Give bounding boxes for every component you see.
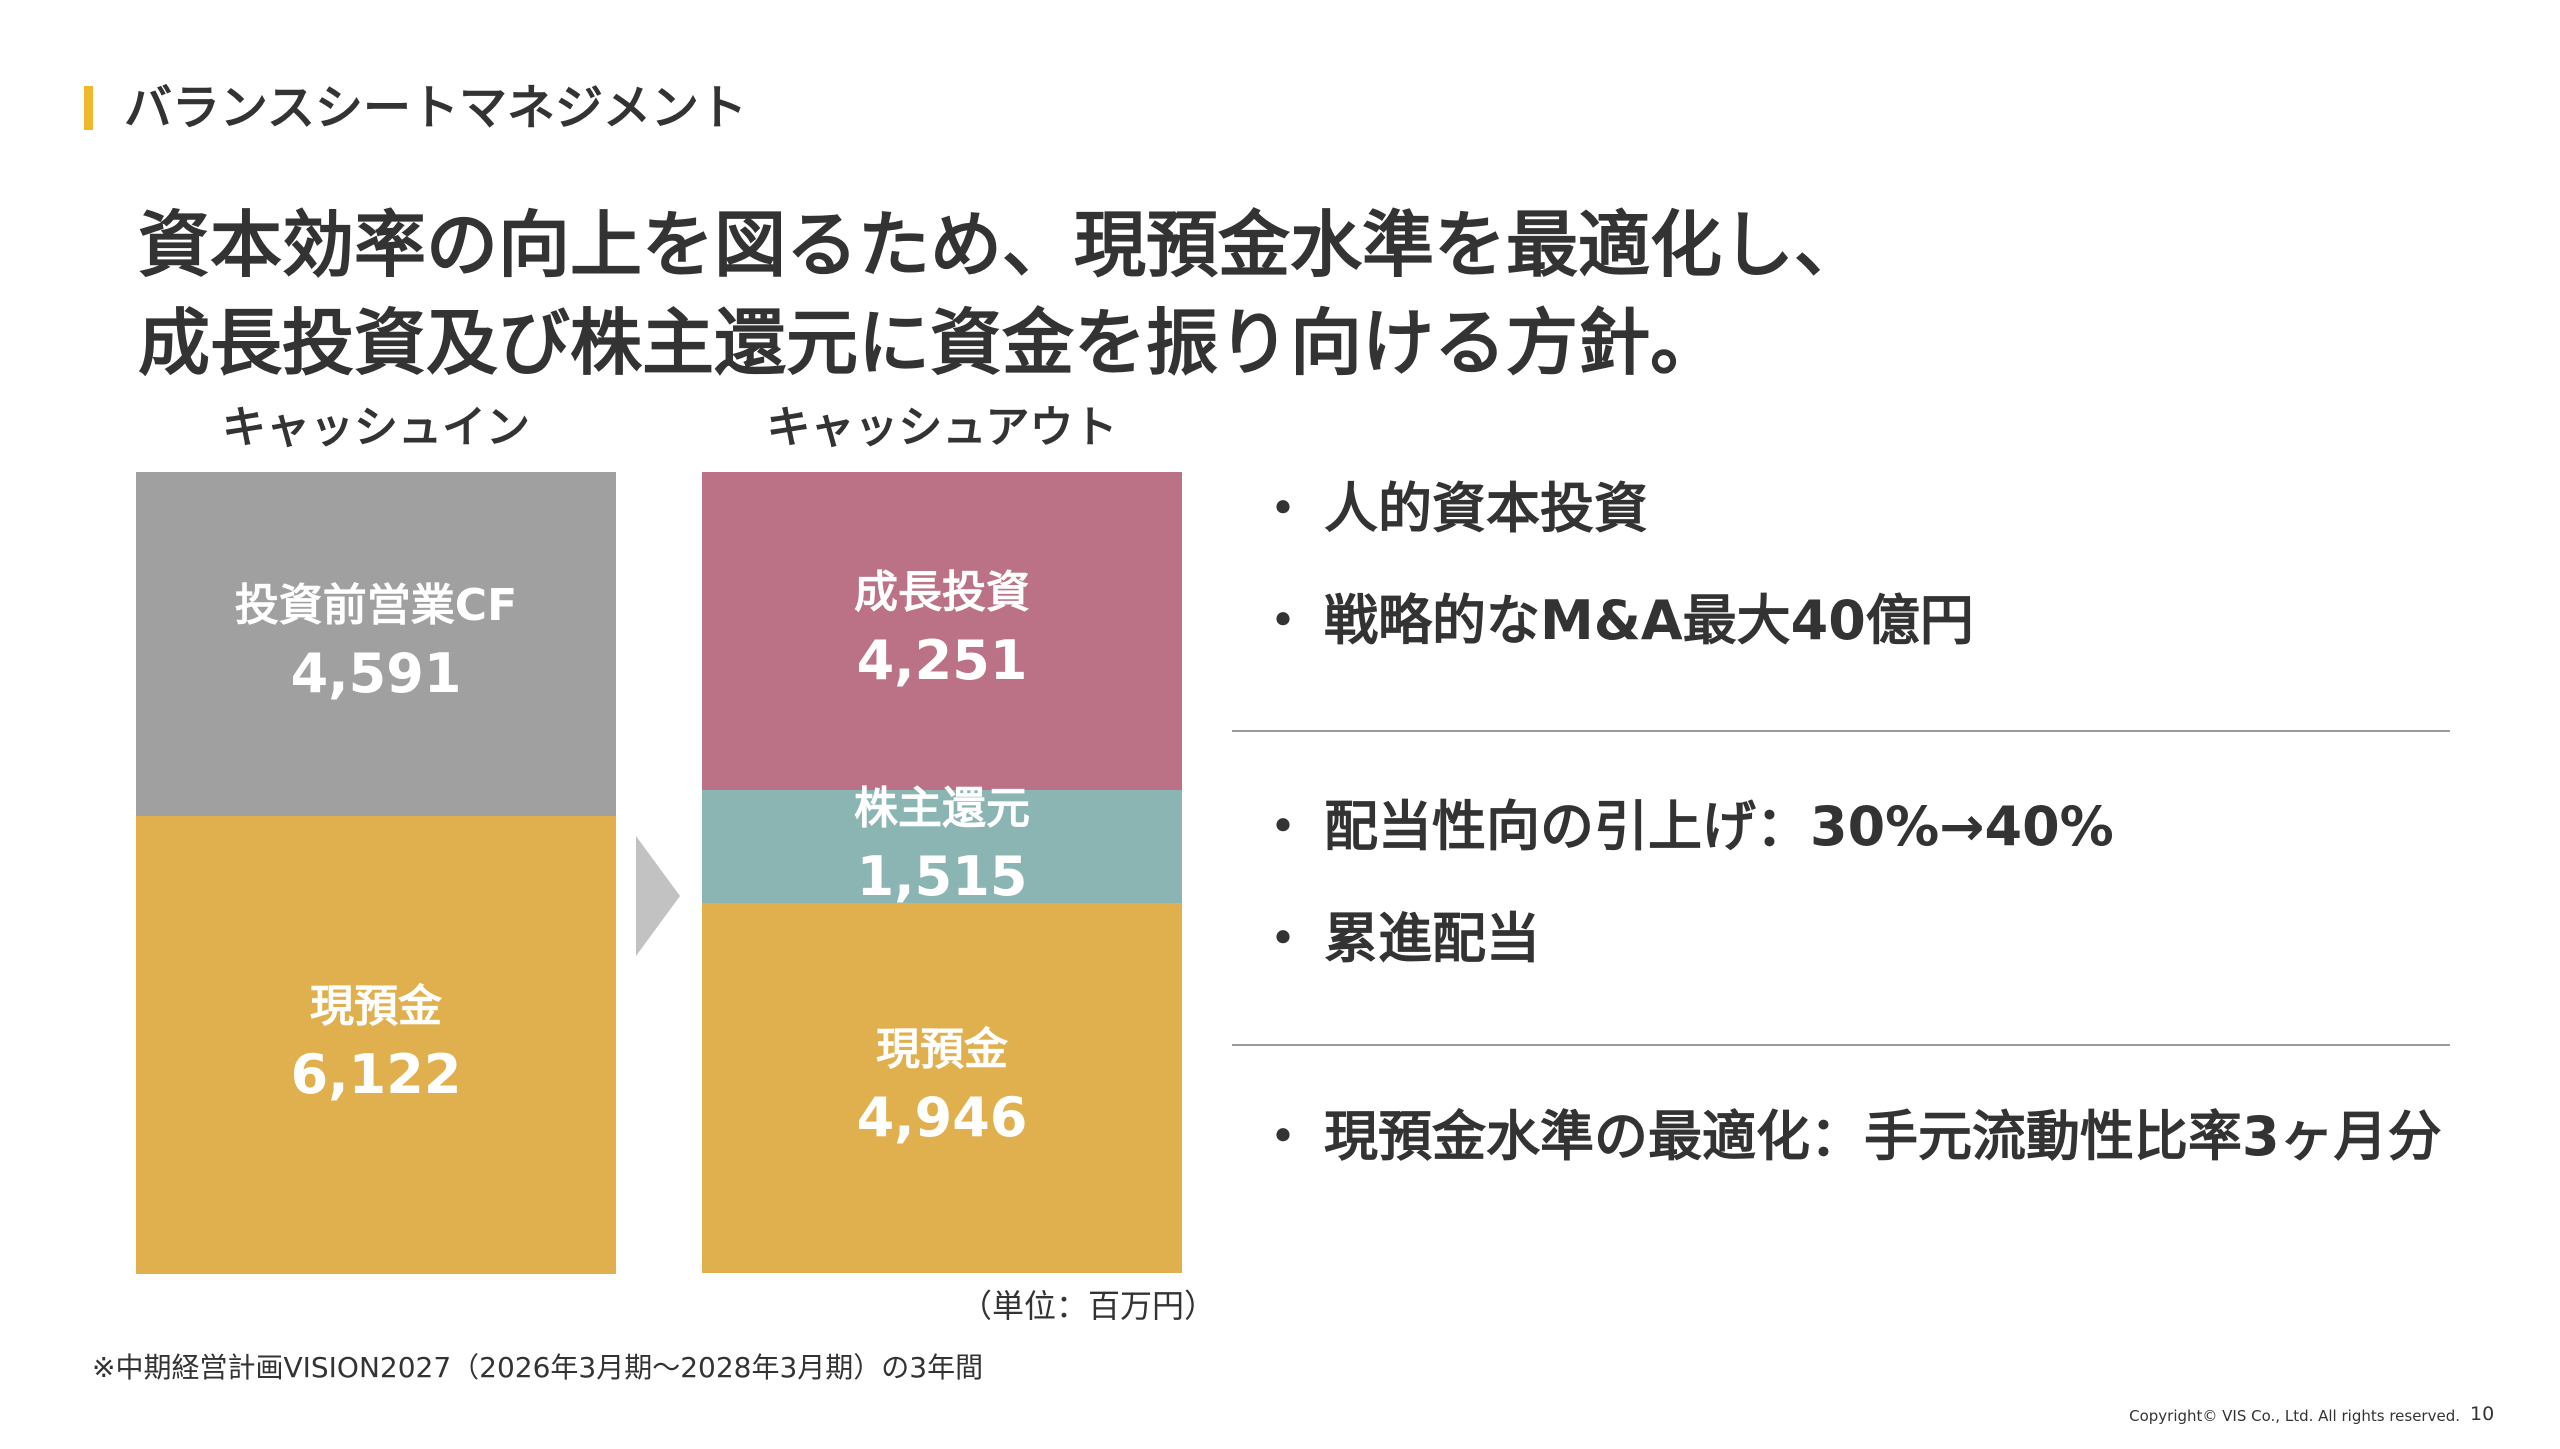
bar-cash-out-shareholder-return: 株主還元 1,515 (702, 783, 1182, 908)
bar-cash-in-operating-cf: 投資前営業CF 4,591 (136, 472, 616, 816)
unit-note: （単位：百万円） (960, 1287, 1217, 1325)
bar-cash-in-cash: 現預金 6,122 (136, 816, 616, 1274)
flow-arrow-icon (636, 836, 680, 956)
column-label-cash-out: キャッシュアウト (766, 402, 1118, 453)
column-label-cash-in: キャッシュイン (222, 402, 530, 453)
bar-value: 4,251 (856, 629, 1028, 692)
bullet-dot: ・ (1256, 477, 1310, 540)
bullet-strategic-ma: ・戦略的なM&A最大40億円 (1256, 586, 1974, 656)
bar-value: 1,515 (856, 844, 1028, 908)
bullet-text: 人的資本投資 (1324, 477, 1648, 540)
headline-line-2: 成長投資及び株主還元に資金を振り向ける方針。 (138, 301, 1723, 385)
headline: 資本効率の向上を図るため、現預金水準を最適化し、 成長投資及び株主還元に資金を振… (138, 196, 1866, 392)
bar-label: 現預金 (876, 1024, 1008, 1075)
bar-value: 4,591 (290, 642, 462, 705)
bullet-cash-optimization: ・現預金水準の最適化：手元流動性比率3ヶ月分 (1256, 1102, 2442, 1172)
bullet-text: 配当性向の引上げ：30%→40% (1324, 795, 2114, 858)
copyright: Copyright© VIS Co., Ltd. All rights rese… (2129, 1407, 2460, 1425)
bullet-dot: ・ (1256, 795, 1310, 858)
bullet-text: 戦略的なM&A最大40億円 (1324, 589, 1974, 652)
divider (1232, 1044, 2450, 1046)
bar-label: 成長投資 (854, 567, 1030, 618)
bullet-progressive-dividend: ・累進配当 (1256, 904, 1540, 974)
bullet-dot: ・ (1256, 907, 1310, 970)
section-title: バランスシートマネジメント (124, 80, 748, 136)
bar-value: 6,122 (290, 1043, 462, 1106)
footnote: ※中期経営計画VISION2027（2026年3月期～2028年3月期）の3年間 (92, 1351, 984, 1384)
bar-cash-out-growth-investment: 成長投資 4,251 (702, 472, 1182, 790)
bar-cash-out-cash: 現預金 4,946 (702, 903, 1182, 1273)
bullet-text: 現預金水準の最適化：手元流動性比率3ヶ月分 (1324, 1105, 2442, 1168)
bullet-dot: ・ (1256, 589, 1310, 652)
bar-value: 4,946 (856, 1086, 1028, 1149)
bullet-human-capital: ・人的資本投資 (1256, 474, 1648, 544)
bar-label: 現預金 (310, 981, 442, 1032)
bullet-dot: ・ (1256, 1105, 1310, 1168)
bar-label: 投資前営業CF (234, 580, 518, 631)
page-number: 10 (2470, 1403, 2495, 1425)
section-accent-bar (84, 86, 93, 130)
bar-label: 株主還元 (854, 782, 1030, 834)
divider (1232, 730, 2450, 732)
bullet-payout-ratio: ・配当性向の引上げ：30%→40% (1256, 792, 2114, 862)
bullet-text: 累進配当 (1324, 907, 1540, 970)
headline-line-1: 資本効率の向上を図るため、現預金水準を最適化し、 (138, 203, 1867, 287)
